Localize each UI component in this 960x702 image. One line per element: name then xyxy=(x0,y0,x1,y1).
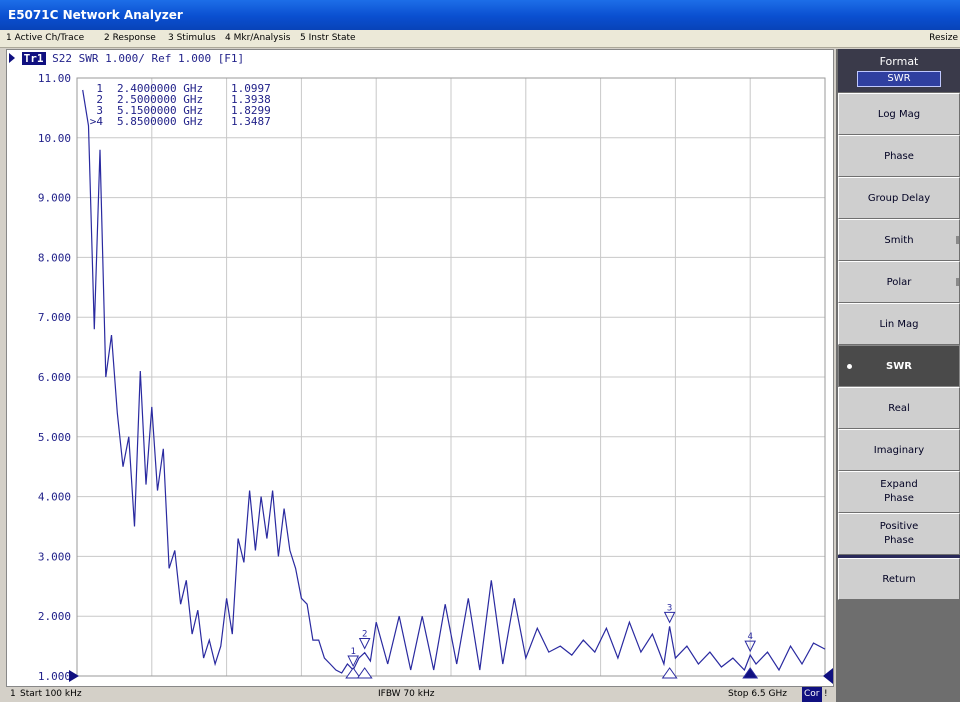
softkey-positive-phase[interactable]: Positive Phase xyxy=(838,513,960,555)
marker-position-icon xyxy=(356,667,373,679)
softkey-label: Log Mag xyxy=(877,108,921,120)
marker-readout-freq: 5.1500000 GHz xyxy=(117,104,203,117)
marker-triangle-icon xyxy=(663,611,676,624)
marker-readout-freq: 5.8500000 GHz xyxy=(117,115,203,128)
softkey-label-line1: Positive xyxy=(879,521,919,532)
softkey-label-line2: Phase xyxy=(884,493,914,504)
y-tick-label: 2.000 xyxy=(38,610,71,623)
softkey-label: Return xyxy=(882,573,916,585)
marker-number-label: 1 xyxy=(350,647,355,657)
y-tick-label: 11.00 xyxy=(38,72,71,85)
y-tick-label: 10.00 xyxy=(38,132,71,145)
softkey-header: Format SWR xyxy=(838,49,960,92)
softkey-swr[interactable]: SWR xyxy=(838,345,960,387)
submenu-indicator-icon xyxy=(956,236,959,244)
menu-item-instr-state[interactable]: 5 Instr State xyxy=(300,33,356,43)
softkey-label: Lin Mag xyxy=(879,318,919,330)
trace-line xyxy=(82,89,826,674)
status-channel: 1 xyxy=(10,689,16,699)
window-title: E5071C Network Analyzer xyxy=(0,0,960,30)
softkey-log-mag[interactable]: Log Mag xyxy=(838,93,960,135)
reference-right-icon xyxy=(823,668,833,684)
softkey-expand-phase[interactable]: Expand Phase xyxy=(838,471,960,513)
marker-readout-id: 1 xyxy=(96,82,103,95)
marker-number-label: 3 xyxy=(667,603,672,613)
marker-number-label: 2 xyxy=(362,629,367,639)
softkey-polar[interactable]: Polar xyxy=(838,261,960,303)
softkey-label-line2: Phase xyxy=(884,535,914,546)
trace-header: Tr1 S22 SWR 1.000/ Ref 1.000 [F1] xyxy=(9,52,244,65)
softkey-phase[interactable]: Phase xyxy=(838,135,960,177)
marker-readout-freq: 2.4000000 GHz xyxy=(117,82,203,95)
trace-plot[interactable]: 11.00 10.00 9.000 8.000 7.000 6.000 5.000 4.000… xyxy=(6,49,834,687)
status-stop: Stop 6.5 GHz xyxy=(728,689,787,699)
status-cor-badge: Cor xyxy=(802,687,822,702)
status-start: Start 100 kHz xyxy=(20,689,82,699)
softkey-label: Group Delay xyxy=(867,192,931,204)
marker-triangle-icon xyxy=(744,640,757,653)
softkey-label: Polar xyxy=(886,276,912,288)
swr-chart: 11.00 10.00 9.000 8.000 7.000 6.000 5.000 4.000… xyxy=(38,72,833,684)
marker-readout-value: 1.3487 xyxy=(231,115,271,128)
softkey-current-format: SWR xyxy=(857,71,941,87)
softkey-lin-mag[interactable]: Lin Mag xyxy=(838,303,960,345)
marker-number-label: 4 xyxy=(747,632,752,642)
y-tick-label: 1.000 xyxy=(38,670,71,683)
softkey-panel: Format SWR Log Mag Phase Group Delay Smi… xyxy=(836,49,960,702)
marker-readout-id: 3 xyxy=(96,104,103,117)
softkey-smith[interactable]: Smith xyxy=(838,219,960,261)
marker-position-icon xyxy=(345,667,362,679)
softkey-label: Smith xyxy=(884,234,914,246)
y-tick-label: 6.000 xyxy=(38,371,71,384)
softkey-label: SWR xyxy=(886,360,912,372)
softkey-divider xyxy=(838,555,960,558)
y-tick-label: 3.000 xyxy=(38,550,71,563)
softkey-imaginary[interactable]: Imaginary xyxy=(838,429,960,471)
trace-badge[interactable]: Tr1 xyxy=(21,52,46,65)
softkey-label: Phase xyxy=(884,150,914,162)
y-tick-label: 4.000 xyxy=(38,491,71,504)
marker-readout-value: 1.0997 xyxy=(231,82,271,95)
menu-item-resize[interactable]: Resize xyxy=(929,33,958,43)
softkey-header-title: Format xyxy=(879,55,919,68)
softkey-real[interactable]: Real xyxy=(838,387,960,429)
marker-readout-value: 1.3938 xyxy=(231,93,271,106)
softkey-label-line1: Expand xyxy=(880,479,918,490)
plot-frame xyxy=(76,77,826,677)
menu-item-stimulus[interactable]: 3 Stimulus xyxy=(168,33,216,43)
menu-item-active-ch-trace[interactable]: 1 Active Ch/Trace xyxy=(6,33,85,43)
marker-triangle-icon xyxy=(347,655,359,668)
y-tick-label: 7.000 xyxy=(38,311,71,324)
reference-left-icon xyxy=(69,670,79,682)
softkey-group-delay[interactable]: Group Delay xyxy=(838,177,960,219)
marker-position-icon xyxy=(661,667,678,679)
active-trace-arrow-icon xyxy=(9,53,15,63)
menu-item-response[interactable]: 2 Response xyxy=(104,33,156,43)
marker-position-icon xyxy=(742,667,759,679)
submenu-indicator-icon xyxy=(956,278,959,286)
marker-readout-freq: 2.5000000 GHz xyxy=(117,93,203,106)
y-tick-label: 5.000 xyxy=(38,431,71,444)
softkey-label: Imaginary xyxy=(873,444,925,456)
marker-triangle-icon xyxy=(358,637,371,650)
marker-readout-value: 1.8299 xyxy=(231,104,271,117)
status-end: ! xyxy=(824,689,828,699)
softkey-return[interactable]: Return xyxy=(838,558,960,600)
y-tick-label: 8.000 xyxy=(38,251,71,264)
softkey-label: Real xyxy=(888,402,910,414)
menu-item-mkr-analysis[interactable]: 4 Mkr/Analysis xyxy=(225,33,291,43)
menu-bar: 1 Active Ch/Trace 2 Response 3 Stimulus … xyxy=(0,30,960,48)
trace-settings: S22 SWR 1.000/ Ref 1.000 [F1] xyxy=(52,52,245,65)
status-bar: 1 Start 100 kHz IFBW 70 kHz Stop 6.5 GHz… xyxy=(6,687,834,702)
marker-readout-id: 2 xyxy=(96,93,103,106)
status-ifbw: IFBW 70 kHz xyxy=(378,689,435,699)
selected-dot-icon xyxy=(847,364,852,369)
marker-readout-id: >4 xyxy=(90,115,104,128)
y-tick-label: 9.000 xyxy=(38,192,71,205)
